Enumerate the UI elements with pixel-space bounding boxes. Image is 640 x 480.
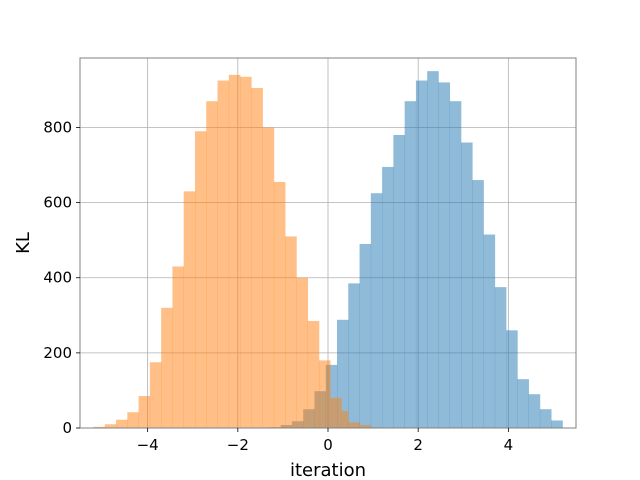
bar-series-1-20 (318, 360, 331, 428)
bar-series-0-23 (528, 394, 541, 428)
bar-series-1-24 (359, 424, 372, 428)
bar-series-1-6 (161, 307, 173, 428)
y-tick-label-0: 0 (62, 419, 72, 437)
histogram-bars (93, 71, 563, 429)
bar-series-1-18 (296, 277, 309, 428)
bar-series-1-17 (285, 236, 297, 428)
x-tick-label-3: 2 (413, 436, 423, 454)
bar-series-0-18 (472, 180, 484, 428)
bar-series-0-16 (449, 101, 462, 428)
bar-series-1-1 (104, 424, 117, 428)
bar-series-1-19 (307, 320, 320, 428)
bar-series-0-15 (438, 82, 451, 428)
bar-series-1-4 (138, 396, 151, 428)
x-tick-label-4: 4 (504, 436, 514, 454)
bar-series-1-21 (330, 397, 342, 428)
bar-series-0-19 (483, 234, 496, 428)
y-tick-label-3: 600 (43, 194, 72, 212)
bar-series-1-9 (194, 131, 207, 429)
bar-series-0-24 (539, 409, 552, 428)
bar-series-1-22 (341, 411, 349, 428)
bar-series-0-5 (325, 364, 338, 428)
bar-series-1-16 (273, 181, 286, 428)
bar-series-1-13 (240, 76, 252, 428)
bar-series-0-20 (494, 287, 507, 428)
x-axis-label: iteration (290, 460, 366, 480)
bar-series-0-8 (359, 243, 372, 428)
bar-series-1-2 (116, 419, 128, 428)
bar-series-1-8 (183, 191, 196, 428)
bar-series-1-11 (217, 80, 230, 428)
x-tick-label-1: −2 (227, 436, 249, 454)
y-axis-label: KL (13, 232, 34, 254)
bar-series-1-10 (206, 101, 218, 428)
bar-series-0-21 (506, 330, 518, 428)
bar-series-1-14 (251, 88, 263, 429)
bar-series-1-15 (262, 127, 275, 429)
y-tick-label-1: 200 (43, 344, 72, 362)
bar-series-0-17 (461, 142, 473, 428)
bar-series-0-14 (427, 71, 439, 428)
axis-ticks: −4 −2 0 2 4 0 200 400 600 800 (43, 118, 513, 454)
y-tick-label-2: 400 (43, 269, 72, 287)
bar-series-0-25 (551, 420, 563, 428)
bar-series-0-12 (404, 101, 417, 428)
bar-series-1-3 (127, 412, 139, 428)
bar-series-0-11 (393, 135, 405, 429)
bar-series-1-23 (348, 422, 360, 428)
bar-series-1-12 (228, 74, 241, 428)
bar-series-0-6 (337, 319, 349, 428)
series-1-bars (93, 74, 383, 429)
bar-series-0-10 (382, 166, 394, 428)
y-tick-label-4: 800 (43, 118, 72, 136)
bar-series-0-22 (517, 379, 529, 428)
bar-series-1-7 (172, 266, 185, 428)
bar-series-0-13 (415, 80, 428, 428)
x-tick-label-0: −4 (137, 436, 159, 454)
bar-series-1-5 (149, 362, 162, 428)
bar-series-0-7 (348, 283, 360, 428)
x-tick-label-2: 0 (323, 436, 333, 454)
bar-series-0-9 (370, 193, 383, 428)
bar-series-1-0 (93, 426, 106, 428)
